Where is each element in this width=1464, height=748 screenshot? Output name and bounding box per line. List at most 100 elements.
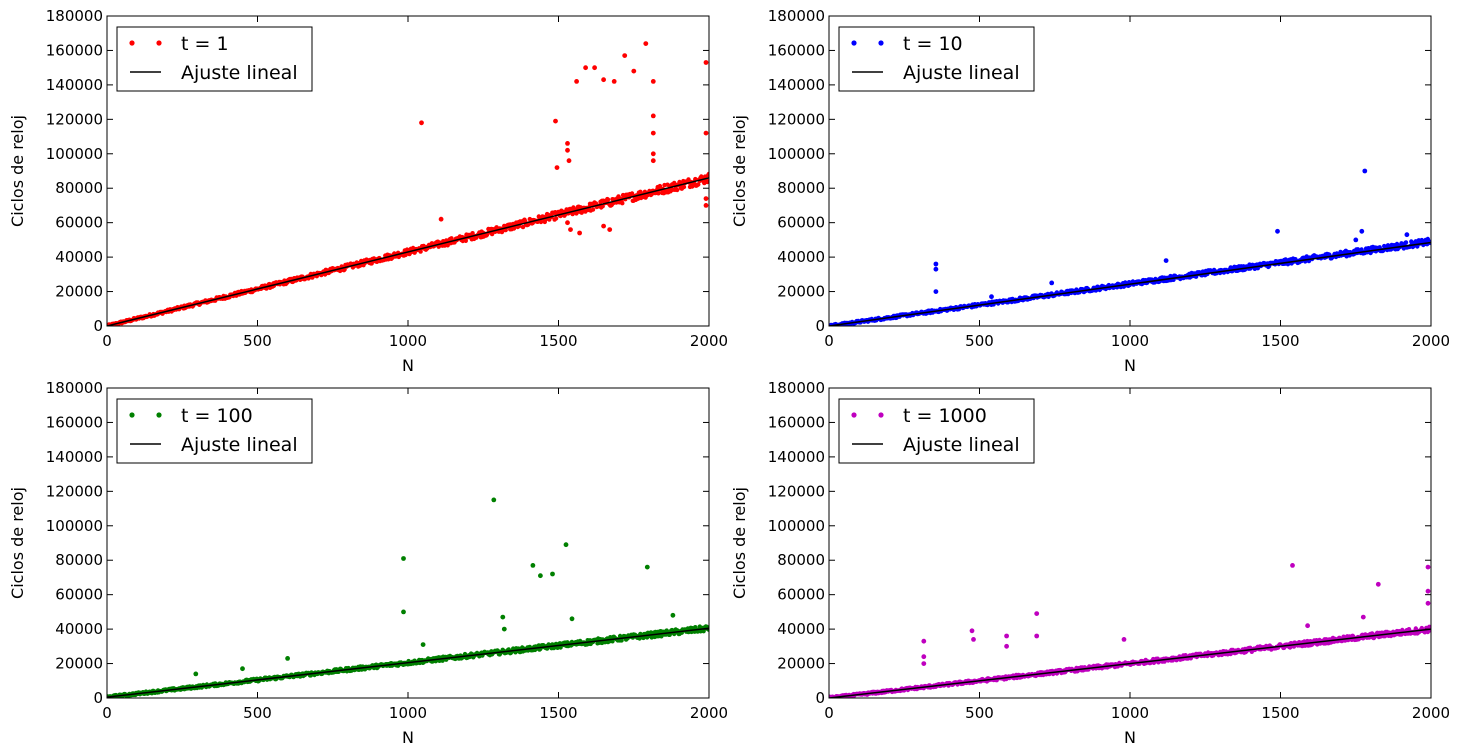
data-point — [610, 639, 615, 644]
y-tick-label: 160000 — [46, 413, 103, 431]
y-tick-label: 80000 — [55, 179, 103, 197]
legend-marker — [129, 40, 135, 46]
y-axis-label: Ciclos de reloj — [8, 115, 27, 227]
y-tick-label: 100000 — [768, 517, 825, 535]
x-tick-label: 2000 — [690, 704, 728, 722]
legend-marker — [156, 40, 162, 46]
data-point — [520, 224, 526, 230]
outlier-point — [500, 614, 506, 620]
outlier-point — [644, 564, 650, 570]
x-tick-label: 2000 — [1412, 332, 1450, 350]
outlier-point — [401, 609, 406, 615]
x-tick-label: 1000 — [389, 704, 427, 722]
outlier-point — [933, 261, 939, 267]
outlier-point — [538, 573, 543, 579]
y-tick-label: 160000 — [46, 41, 103, 59]
outlier-point — [650, 79, 656, 84]
x-tick-label: 2000 — [1412, 704, 1450, 722]
y-tick-label: 140000 — [46, 448, 103, 466]
y-tick-label: 180000 — [768, 379, 825, 397]
y-tick-label: 60000 — [777, 214, 825, 232]
legend: t = 100 Ajuste lineal — [116, 398, 313, 464]
y-tick-label: 40000 — [55, 248, 103, 266]
fit-line — [107, 627, 709, 698]
y-tick-label: 20000 — [777, 283, 825, 301]
x-tick-label: 0 — [102, 332, 112, 350]
y-tick-label: 0 — [815, 317, 825, 335]
outlier-point — [1375, 581, 1381, 587]
outlier-point — [650, 130, 656, 136]
plot-data — [829, 563, 1431, 698]
plot-data — [107, 497, 709, 698]
plot-data — [107, 41, 709, 326]
outlier-point — [1305, 623, 1310, 629]
outlier-point — [285, 656, 290, 661]
y-tick-label: 160000 — [768, 41, 825, 59]
outlier-point — [583, 65, 588, 71]
outlier-point — [1121, 637, 1127, 642]
x-axis-label: N — [1124, 356, 1136, 375]
chart-panel-2: 0 500 1000 1500 2000020000400006000080000100… — [730, 7, 1450, 375]
y-tick-label: 80000 — [777, 179, 825, 197]
data-point — [605, 197, 611, 202]
data-point — [538, 219, 544, 225]
outlier-point — [566, 158, 572, 164]
y-axis-label: Ciclos de reloj — [730, 487, 749, 599]
outlier-point — [1034, 611, 1040, 616]
y-tick-label: 120000 — [768, 482, 825, 500]
legend-label-fit: Ajuste lineal — [903, 434, 1020, 456]
outlier-point — [601, 77, 606, 83]
outlier-point — [933, 289, 939, 294]
x-tick-label: 0 — [102, 704, 112, 722]
outlier-point — [1163, 258, 1169, 263]
legend-label-fit: Ajuste lineal — [181, 434, 298, 456]
y-tick-label: 140000 — [768, 448, 825, 466]
y-tick-label: 140000 — [46, 76, 103, 94]
y-tick-label: 180000 — [46, 7, 103, 25]
data-point — [463, 238, 468, 243]
legend-label-points: t = 10 — [903, 33, 963, 55]
outlier-point — [491, 497, 497, 503]
outlier-point — [921, 654, 927, 660]
legend-label-fit: Ajuste lineal — [181, 62, 298, 84]
outlier-point — [670, 612, 676, 618]
outlier-point — [419, 120, 424, 126]
legend-marker — [851, 40, 857, 46]
y-tick-label: 0 — [815, 689, 825, 707]
outlier-point — [550, 571, 555, 577]
data-point — [600, 204, 605, 209]
outlier-point — [989, 294, 994, 300]
outlier-point — [1360, 614, 1366, 620]
legend-box — [116, 398, 313, 464]
outlier-point — [565, 220, 570, 226]
outlier-point — [1034, 633, 1040, 639]
outlier-point — [193, 671, 199, 677]
legend-marker — [878, 412, 884, 418]
x-axis-label: N — [1124, 728, 1136, 747]
x-tick-label: 500 — [243, 332, 272, 350]
y-tick-label: 20000 — [55, 655, 103, 673]
outlier-point — [921, 661, 927, 666]
y-tick-label: 140000 — [768, 76, 825, 94]
outlier-point — [650, 113, 656, 119]
x-tick-label: 1500 — [539, 704, 577, 722]
outlier-point — [569, 616, 575, 622]
x-axis-label: N — [402, 356, 414, 375]
outlier-point — [631, 68, 637, 74]
chart-panel-1: 0 500 1000 1500 2000020000400006000080000100… — [8, 7, 728, 375]
fit-line — [829, 241, 1431, 326]
x-tick-label: 1000 — [1111, 332, 1149, 350]
outlier-point — [1404, 232, 1410, 238]
data-point — [590, 207, 596, 212]
outlier-point — [1425, 588, 1431, 594]
x-tick-label: 1000 — [389, 332, 427, 350]
data-point — [696, 182, 701, 187]
y-tick-label: 120000 — [46, 482, 103, 500]
y-tick-label: 60000 — [55, 214, 103, 232]
outlier-point — [553, 118, 558, 124]
outlier-point — [592, 65, 597, 71]
outlier-point — [1353, 237, 1359, 243]
outlier-point — [643, 41, 649, 46]
legend-box — [116, 26, 313, 92]
legend: t = 1000 Ajuste lineal — [838, 398, 1035, 464]
